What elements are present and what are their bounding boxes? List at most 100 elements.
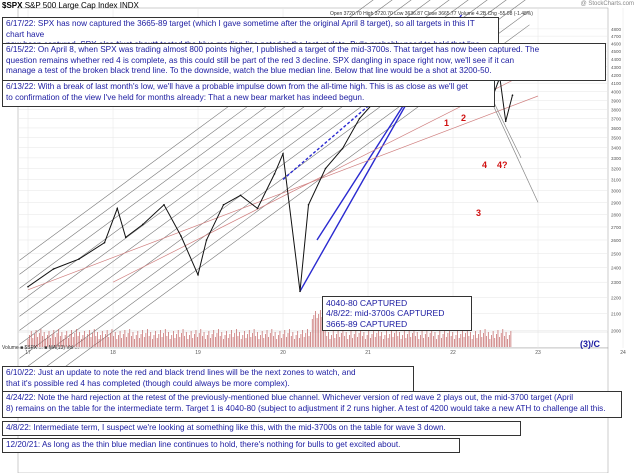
y-tick-label: 3500 [611, 136, 622, 141]
x-tick-label: 22 [450, 350, 456, 356]
y-tick-label: 3000 [611, 189, 622, 194]
note-4-24-22: 4/24/22: Note the hard rejection at the … [2, 391, 622, 418]
price-point [124, 236, 127, 239]
y-tick-label: 3800 [611, 107, 622, 112]
price-point [307, 203, 310, 206]
volume-bars [18, 309, 608, 347]
note-4-8-22: 4/8/22: Intermediate term, I suspect we'… [2, 421, 521, 436]
y-tick-label: 3300 [611, 156, 622, 161]
price-point [222, 203, 225, 206]
y-tick-label: 2300 [611, 280, 622, 285]
wave-label-2: 2 [461, 113, 467, 123]
price-point [299, 290, 301, 293]
price-point [324, 167, 327, 170]
wave-label-4q: 4? [497, 160, 508, 170]
exchange: INDX [119, 1, 139, 10]
note-line: manage a test of the broken black trend … [6, 66, 492, 76]
chart-header: $SPX S&P 500 Large Cap Index INDX [2, 1, 139, 10]
note-6-17-22: 6/17/22: SPX has now captured the 3665-8… [2, 17, 499, 49]
y-tick-label: 3700 [611, 117, 622, 122]
y-tick-labels: 2000 2100 2200 2300 2400 2500 2600 2700 2800 2900… [611, 27, 622, 333]
x-tick-label: 20 [280, 350, 286, 356]
price-point [141, 223, 144, 226]
captured-targets-box: 4040-80 CAPTURED 4/8/22: mid-3700s CAPTU… [322, 296, 472, 332]
source-credit: @ StockCharts.com [580, 1, 634, 7]
y-tick-label: 4400 [611, 57, 622, 62]
y-tick-label: 3100 [611, 177, 622, 182]
price-point [78, 258, 80, 260]
x-tick-label: 21 [365, 350, 371, 356]
y-tick-label: 4700 [611, 34, 622, 39]
x-tick-label: 17 [25, 350, 31, 356]
note-line: 6/13/22: With a break of last month's lo… [6, 82, 468, 91]
price-point [504, 120, 507, 123]
y-tick-label: 2800 [611, 212, 622, 217]
price-point [205, 239, 208, 241]
x-tick-label: 19 [195, 350, 201, 356]
wave-label-1: 1 [444, 118, 450, 128]
x-tick-label: 24 [620, 350, 626, 356]
wave-label-3-c: (3)/C [580, 339, 600, 349]
price-point [27, 285, 29, 288]
captured-line: 4040-80 CAPTURED [326, 298, 408, 308]
y-tick-label: 2700 [611, 225, 622, 230]
y-tick-label: 2900 [611, 200, 622, 205]
x-tick-label: 23 [535, 350, 541, 356]
price-point [282, 152, 284, 155]
note-line: 6/17/22: SPX has now captured the 3665-8… [6, 19, 475, 39]
price-point [273, 173, 276, 175]
wave-label-3: 3 [476, 208, 482, 218]
note-line: 12/20/21: As long as the thin blue media… [6, 440, 401, 449]
y-tick-label: 3900 [611, 98, 622, 103]
y-tick-label: 2200 [611, 296, 622, 301]
y-tick-label: 3400 [611, 146, 622, 151]
ohlc-readout: Open 3720.70 High 3720.70 Low 3636.87 Cl… [330, 11, 533, 17]
y-tick-label: 4800 [611, 27, 622, 32]
y-tick-label: 2100 [611, 312, 622, 317]
price-point [52, 268, 55, 270]
note-6-13-22: 6/13/22: With a break of last month's lo… [2, 80, 495, 107]
x-tick-label: 18 [110, 350, 116, 356]
y-tick-label: 4300 [611, 65, 622, 70]
symbol: $SPX [2, 1, 23, 10]
y-tick-label: 2500 [611, 251, 622, 256]
y-tick-label: 2000 [611, 328, 622, 333]
indicator-legend: Volume ■ $SPX ... ■ MA(13) Vol ... [2, 345, 79, 351]
symbol-description: S&P 500 Large Cap Index [24, 1, 118, 10]
wave-label-4: 4 [482, 160, 488, 170]
y-tick-label: 2600 [611, 238, 622, 243]
note-line: question remains whether red 4 is comple… [6, 55, 515, 65]
grid [18, 8, 624, 348]
price-point [180, 235, 182, 237]
y-tick-label: 2400 [611, 266, 622, 271]
price-point [341, 147, 344, 150]
price-point [358, 117, 361, 120]
price-point [163, 203, 165, 206]
note-line: 4/24/22: Note the hard rejection at the … [6, 393, 574, 402]
x-tick-labels: 17 18 19 20 21 22 23 24 [25, 350, 626, 356]
y-tick-label: 4200 [611, 73, 622, 78]
price-point [197, 274, 199, 276]
captured-line: 4/8/22: mid-3700s CAPTURED [326, 308, 445, 319]
y-tick-label: 3600 [611, 126, 622, 131]
note-line: 6/15/22: On April 8, when SPX was tradin… [6, 45, 540, 54]
y-tick-label: 4600 [611, 42, 622, 47]
note-line: that it's possible red 4 has completed (… [6, 378, 290, 388]
price-point [103, 241, 106, 244]
price-point [239, 194, 242, 197]
y-tick-label: 4500 [611, 49, 622, 54]
y-tick-label: 4100 [611, 81, 622, 86]
note-line: 6/10/22: Just an update to note the red … [6, 368, 356, 377]
note-line: 4/8/22: Intermediate term, I suspect we'… [6, 423, 446, 432]
note-line: to confirmation of the view I've held fo… [6, 92, 365, 102]
note-line: 8) remains on the table for the intermed… [6, 403, 606, 413]
channel-line [19, 0, 450, 317]
y-tick-label: 3200 [611, 166, 622, 171]
y-tick-label: 4000 [611, 90, 622, 95]
price-point [256, 207, 259, 210]
price-point [511, 94, 514, 96]
red-trend-line [27, 95, 539, 291]
note-12-20-21: 12/20/21: As long as the thin blue media… [2, 438, 460, 453]
price-point [116, 207, 119, 210]
captured-line: 3665-89 CAPTURED [326, 318, 408, 329]
